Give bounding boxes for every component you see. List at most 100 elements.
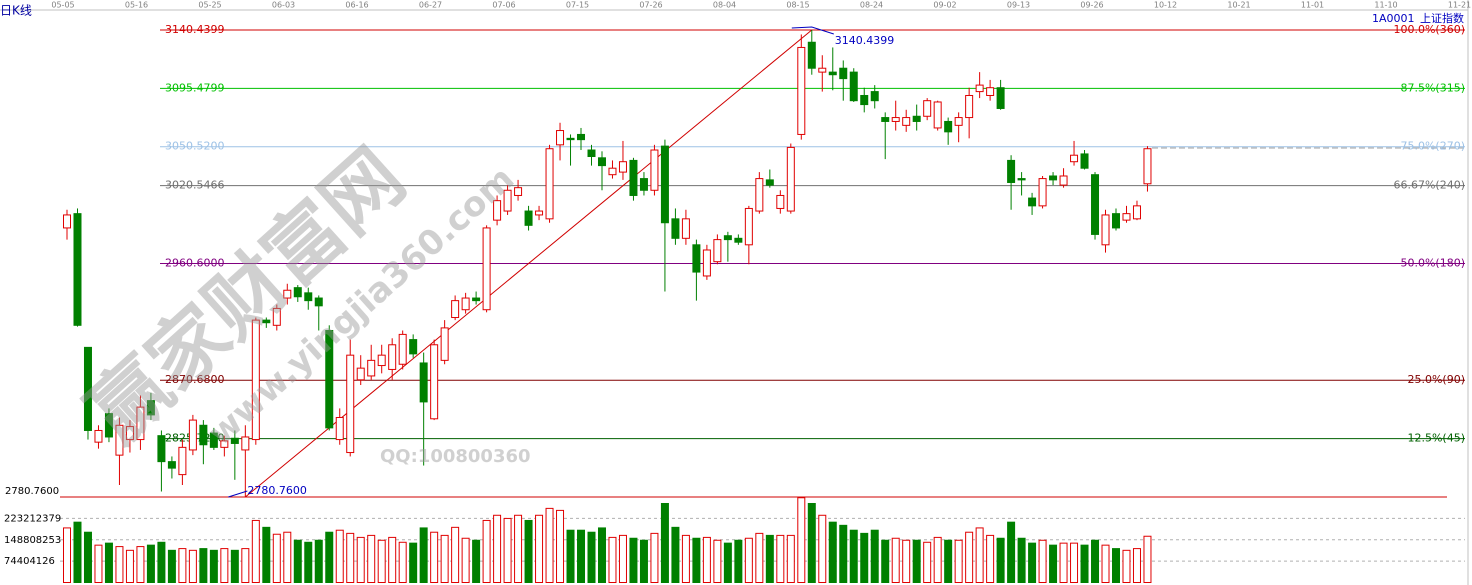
candle-body [125, 426, 134, 441]
volume-bar [587, 531, 596, 584]
volume-bar [1028, 542, 1037, 584]
date-label: 08-04 [713, 1, 736, 10]
candle-body [975, 84, 984, 93]
volume-bar [209, 549, 218, 583]
volume-bar [73, 521, 82, 583]
volume-bar [671, 526, 680, 584]
candle-body [283, 289, 292, 299]
volume-bar [1122, 549, 1131, 583]
candle-body [723, 235, 732, 241]
candle-body [881, 117, 890, 122]
candle-body [356, 367, 365, 381]
volume-bar [377, 539, 386, 583]
volume-bar [220, 548, 229, 583]
volume-bar [902, 539, 911, 583]
index-code: 1A0001 [1372, 12, 1415, 25]
candle-body [209, 432, 218, 448]
volume-bar [430, 531, 439, 584]
fib-price-label: 3020.5466 [165, 179, 225, 192]
candle-body [524, 210, 533, 226]
volume-bar [482, 519, 491, 583]
fib-ratio-label: 100.0%(360) [1393, 23, 1465, 36]
volume-bar [367, 534, 376, 584]
candle-body [671, 218, 680, 239]
candle-body [713, 239, 722, 263]
volume-bar [660, 502, 669, 583]
candle-body [1059, 175, 1068, 186]
date-label: 05-05 [51, 1, 74, 10]
volume-bar [388, 536, 397, 584]
volume-bar [503, 517, 512, 584]
volume-bar [1080, 544, 1089, 583]
index-name: 上证指数 [1420, 11, 1464, 25]
volume-bar [849, 529, 858, 584]
volume-bar [136, 546, 145, 584]
volume-bar [944, 539, 953, 583]
candle-body [388, 344, 397, 370]
candle-body [933, 101, 942, 129]
volume-bar [1101, 544, 1110, 583]
candle-body [639, 178, 648, 191]
candle-body [1143, 148, 1152, 185]
candle-body [272, 307, 281, 326]
volume-tick-label: 223212379 [4, 513, 61, 524]
fib-price-label: 3050.5200 [165, 140, 225, 153]
high-marker [791, 26, 834, 35]
candle-body [954, 117, 963, 126]
volume-bar [335, 529, 344, 584]
volume-bar [702, 536, 711, 584]
candle-body [902, 117, 911, 126]
volume-bar [440, 534, 449, 584]
candle-body [115, 424, 124, 456]
volume-bar [608, 536, 617, 584]
fib-ratio-label: 87.5%(315) [1400, 81, 1465, 94]
volume-bar [556, 509, 565, 583]
candle-body [650, 149, 659, 191]
candle-body [786, 146, 795, 212]
volume-bar [262, 526, 271, 584]
candle-body [503, 189, 512, 212]
volume-bar [797, 497, 806, 583]
candle-body [660, 145, 669, 224]
volume-bar [933, 536, 942, 584]
candle-body [325, 329, 334, 429]
volume-bar [1070, 542, 1079, 584]
fib-ratio-label: 50.0%(180) [1400, 256, 1465, 269]
volume-bar [870, 529, 879, 584]
candle-body [807, 41, 816, 69]
date-label: 10-21 [1227, 1, 1250, 10]
date-label: 08-15 [786, 1, 809, 10]
date-label: 06-27 [419, 1, 442, 10]
volume-bar [577, 529, 586, 584]
fib-price-label: 3095.4799 [165, 81, 225, 94]
candle-body [566, 137, 575, 141]
period-label: 日K线 [0, 4, 32, 18]
volume-bar [493, 514, 502, 583]
volume-bar [230, 549, 239, 583]
candle-body [377, 354, 386, 367]
candle-body [230, 437, 239, 444]
fib-ratio-label: 25.0%(90) [1407, 373, 1465, 386]
candle-body [241, 436, 250, 451]
candle-body [1070, 154, 1079, 163]
candle-body [556, 130, 565, 146]
date-label: 07-15 [566, 1, 589, 10]
candle-body [73, 213, 82, 326]
candle-body [262, 319, 271, 324]
candle-body [629, 159, 638, 196]
volume-bar [776, 534, 785, 584]
volume-bar [692, 537, 701, 583]
candle-body [681, 218, 690, 239]
volume-bar [650, 532, 659, 583]
date-label: 06-03 [272, 1, 295, 10]
candle-body [1122, 213, 1131, 221]
candle-body [167, 461, 176, 469]
candle-body [482, 227, 491, 311]
volume-bar [639, 539, 648, 583]
candle-body [608, 167, 617, 176]
volume-bar [713, 539, 722, 583]
candle-body [965, 94, 974, 119]
volume-bar [398, 541, 407, 583]
candle-body [891, 117, 900, 122]
date-label: 09-13 [1007, 1, 1030, 10]
